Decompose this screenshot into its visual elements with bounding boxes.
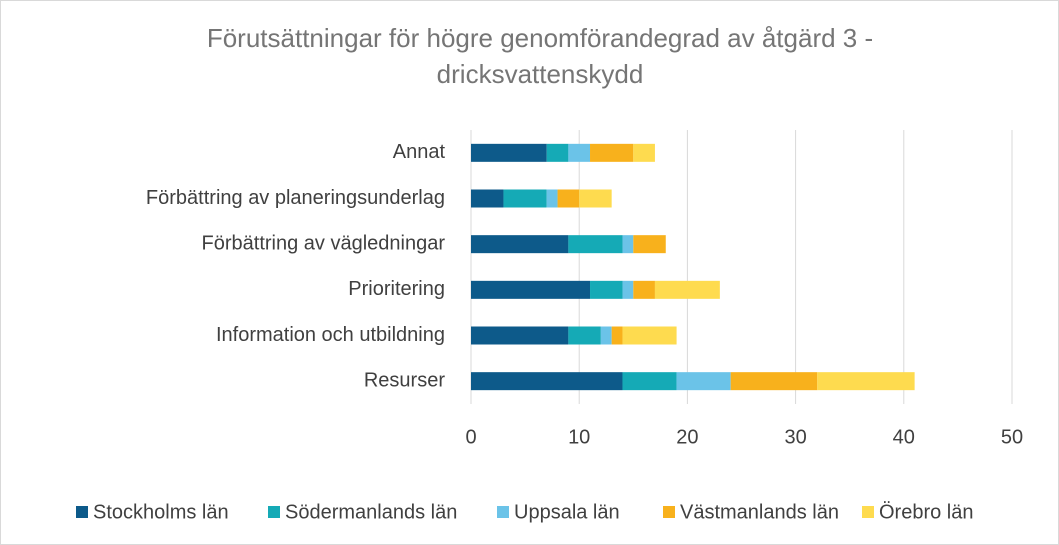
bar-segment bbox=[546, 189, 558, 208]
x-tick-label: 30 bbox=[784, 426, 806, 448]
bar-segment bbox=[503, 189, 547, 208]
bar-segment bbox=[579, 189, 612, 208]
bar-segment bbox=[546, 143, 569, 162]
legend-swatch bbox=[268, 506, 280, 518]
y-tick-label: Information och utbildning bbox=[216, 324, 445, 346]
x-tick-label: 0 bbox=[465, 426, 476, 448]
bar-segment bbox=[590, 143, 634, 162]
legend-swatch bbox=[76, 506, 88, 518]
bar-segment bbox=[633, 280, 655, 299]
chart-title: dricksvattenskydd bbox=[437, 59, 644, 89]
legend-label: Uppsala län bbox=[514, 501, 620, 523]
bar-segment bbox=[568, 326, 601, 345]
y-tick-label: Prioritering bbox=[348, 278, 445, 300]
bar-segment bbox=[471, 143, 547, 162]
bar-segment bbox=[568, 235, 623, 254]
bar-segment bbox=[817, 372, 915, 391]
legend-swatch bbox=[497, 506, 509, 518]
bar-segment bbox=[471, 189, 504, 208]
legend-label: Södermanlands län bbox=[285, 501, 457, 523]
bar-segment bbox=[654, 280, 720, 299]
x-tick-label: 20 bbox=[676, 426, 698, 448]
bar-segment bbox=[622, 235, 634, 254]
bar-segment bbox=[633, 143, 655, 162]
x-tick-label: 40 bbox=[893, 426, 915, 448]
x-tick-label: 50 bbox=[1001, 426, 1023, 448]
y-tick-label: Förbättring av planeringsunderlag bbox=[146, 187, 445, 209]
legend-label: Stockholms län bbox=[93, 501, 229, 523]
x-tick-label: 10 bbox=[568, 426, 590, 448]
bar-segment bbox=[471, 235, 569, 254]
bar-segment bbox=[611, 326, 623, 345]
y-tick-label: Resurser bbox=[364, 369, 445, 391]
legend-swatch bbox=[663, 506, 675, 518]
bar-segment bbox=[568, 143, 591, 162]
bar-segment bbox=[730, 372, 818, 391]
bar-segment bbox=[622, 280, 634, 299]
bar-segment bbox=[471, 280, 591, 299]
legend-swatch bbox=[862, 506, 874, 518]
bar-segment bbox=[622, 372, 677, 391]
bar-segment bbox=[471, 326, 569, 345]
bar-segment bbox=[633, 235, 666, 254]
bar-segment bbox=[590, 280, 623, 299]
chart-title: Förutsättningar för högre genomförandegr… bbox=[207, 23, 873, 53]
bar-segment bbox=[676, 372, 731, 391]
bar-segment bbox=[622, 326, 677, 345]
y-tick-label: Förbättring av vägledningar bbox=[202, 232, 446, 254]
legend-label: Västmanlands län bbox=[680, 501, 839, 523]
bar-segment bbox=[600, 326, 612, 345]
bar-segment bbox=[557, 189, 580, 208]
bar-segment bbox=[471, 372, 623, 391]
legend-label: Örebro län bbox=[879, 501, 974, 523]
y-tick-label: Annat bbox=[393, 141, 446, 163]
